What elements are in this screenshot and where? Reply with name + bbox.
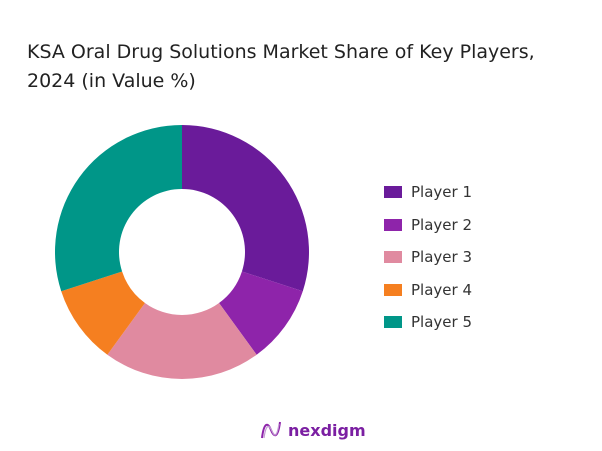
legend-label: Player 1 [411,183,472,202]
legend-item: Player 4 [384,274,472,307]
logo-text: nexdigm [288,420,366,440]
legend-swatch [384,316,402,329]
slice-player-5 [54,125,182,292]
legend-label: Player 2 [411,215,472,234]
slice-player-4 [61,271,145,355]
legend-item: Player 2 [384,209,472,242]
legend-item: Player 3 [384,241,472,274]
nexdigm-logo: nexdigm [260,420,366,440]
legend: Player 1 Player 2 Player 3 Player 4 Player 5 [384,176,472,339]
slice-player-3 [107,302,257,379]
legend-label: Player 5 [411,313,472,332]
legend-swatch [384,283,402,296]
chart-title: KSA Oral Drug Solutions Market Share of … [27,41,535,92]
slice-player-2 [219,271,303,355]
legend-swatch [384,218,402,231]
legend-item: Player 5 [384,306,472,339]
logo-icon [261,421,281,439]
slice-player-1 [182,125,309,292]
legend-label: Player 3 [411,248,472,267]
legend-item: Player 1 [384,176,472,209]
legend-label: Player 4 [411,280,472,299]
legend-swatch [384,251,402,264]
legend-swatch [384,186,402,199]
